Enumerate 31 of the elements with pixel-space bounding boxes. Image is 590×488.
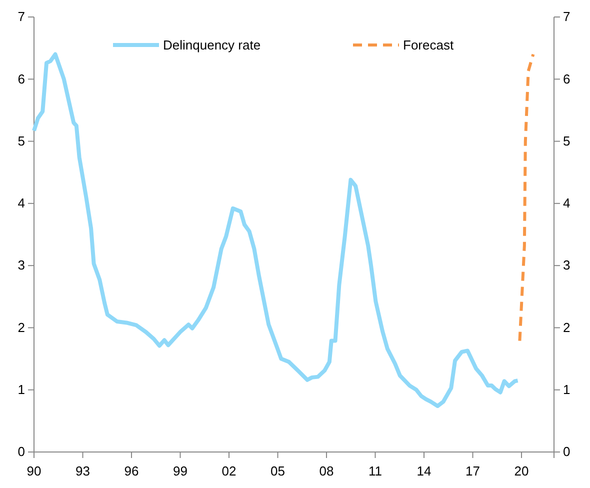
- x-tick-label: 99: [173, 463, 188, 478]
- y-tick-label: 3: [18, 258, 25, 273]
- x-tick-label: 90: [26, 463, 42, 478]
- x-tick-label: 08: [319, 463, 334, 478]
- x-tick-label: 02: [222, 463, 236, 478]
- line-series: [518, 52, 535, 342]
- x-tick-label: 14: [416, 463, 432, 478]
- y2-tick-label: 2: [563, 320, 570, 335]
- y-tick-label: 4: [18, 196, 25, 211]
- legend-label: Delinquency rate: [163, 38, 261, 53]
- x-tick-label: 93: [76, 463, 90, 478]
- y2-tick-label: 7: [563, 9, 570, 24]
- y-tick-label: 5: [18, 133, 25, 148]
- line-series: [32, 52, 520, 408]
- y2-tick-label: 6: [563, 71, 570, 86]
- y2-tick-label: 1: [563, 382, 570, 398]
- x-tick-label: 05: [270, 463, 285, 478]
- y2-tick-label: 5: [563, 133, 570, 148]
- x-tick-label: 11: [368, 463, 382, 478]
- x-tick-label: 96: [124, 463, 139, 478]
- x-tick-label: 20: [514, 463, 529, 478]
- legend-label: Forecast: [403, 38, 454, 53]
- y2-tick-label: 4: [563, 196, 570, 211]
- y-tick-label: 0: [18, 444, 25, 460]
- x-tick-label: 17: [466, 463, 480, 478]
- y2-tick-label: 3: [563, 258, 570, 273]
- y2-tick-label: 0: [563, 444, 570, 460]
- y-tick-label: 1: [18, 382, 25, 398]
- y-tick-label: 6: [18, 71, 25, 86]
- y-tick-label: 7: [18, 9, 25, 24]
- y-tick-label: 2: [18, 320, 25, 335]
